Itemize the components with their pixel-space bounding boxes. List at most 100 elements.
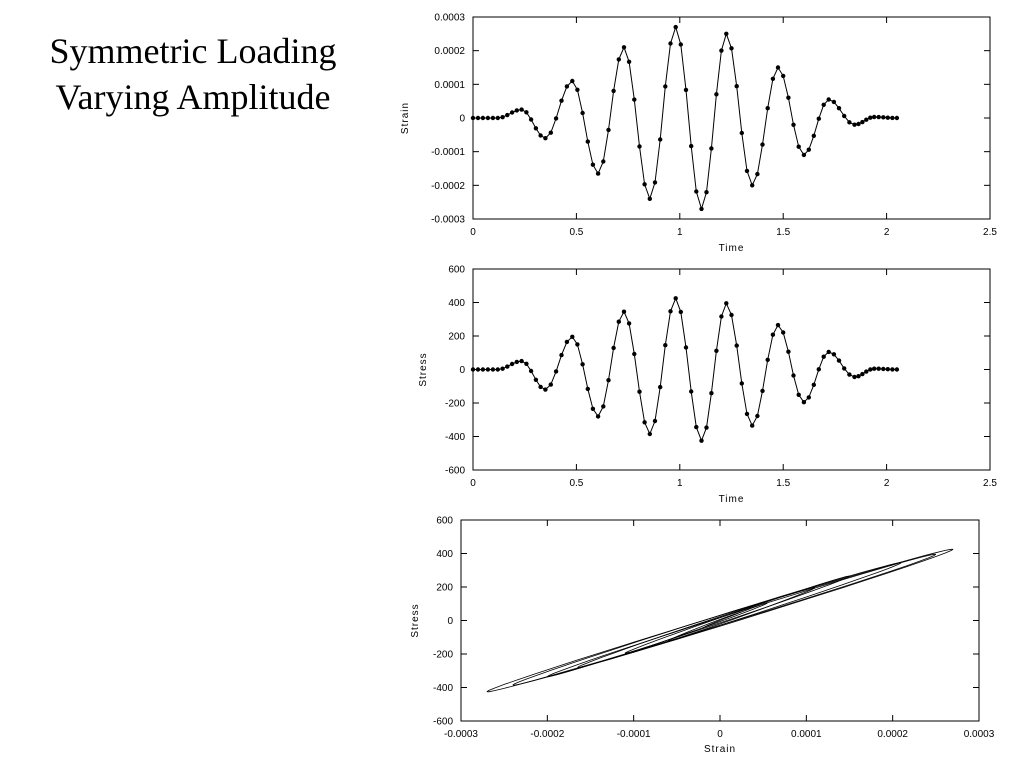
data-point <box>760 388 765 394</box>
data-point <box>570 78 575 84</box>
data-point <box>514 359 519 365</box>
data-point <box>611 88 616 94</box>
data-point <box>595 414 601 419</box>
x-tick-label: 0.0001 <box>791 729 822 740</box>
data-point <box>673 296 678 301</box>
data-point <box>559 352 564 358</box>
y-tick-label: 600 <box>448 265 465 276</box>
data-point <box>714 348 719 353</box>
y-tick-label: 400 <box>436 549 453 560</box>
data-point <box>852 122 857 127</box>
data-point <box>485 367 491 372</box>
data-point <box>652 180 658 185</box>
x-tick-label: 1.5 <box>776 227 790 238</box>
y-tick-label: 0 <box>459 114 465 125</box>
axes: -0.0003 -0.0002 -0.0001 0 0.0001 0.0002 0.0003… <box>410 516 995 756</box>
y-tick-label: 200 <box>436 583 453 594</box>
data-point <box>791 373 796 378</box>
data-point <box>524 361 529 366</box>
data-point <box>601 404 606 409</box>
data-point <box>775 65 781 70</box>
data-point <box>724 301 729 306</box>
data-point <box>621 45 627 50</box>
x-tick-label: 2.5 <box>983 478 997 489</box>
slide-title: Symmetric Loading Varying Amplitude <box>10 28 376 120</box>
data-point <box>750 183 755 188</box>
y-axis-title: Strain <box>400 102 411 134</box>
data-point <box>811 382 816 387</box>
data-point <box>821 102 826 108</box>
y-tick-label: 600 <box>436 516 453 527</box>
data-point <box>781 330 786 335</box>
axes: 0 0.5 1 1.5 2 2.5 -0.0003 -0.0002 -0.0001 0 0.0001… <box>400 13 997 255</box>
data-point <box>852 374 857 380</box>
data-point <box>739 130 744 136</box>
data-point <box>689 143 694 149</box>
data-point <box>553 116 559 121</box>
data-point <box>495 115 500 121</box>
data-point <box>801 400 807 405</box>
data-point <box>786 349 791 354</box>
data-point <box>714 92 719 97</box>
data-point <box>860 119 865 125</box>
data-point <box>894 367 900 372</box>
data-point <box>548 130 553 135</box>
data-point <box>528 117 534 122</box>
data-point <box>836 106 842 111</box>
x-axis-title: Time <box>719 494 745 505</box>
series-markers <box>470 296 900 443</box>
data-point <box>781 73 786 79</box>
data-point <box>791 122 796 128</box>
data-point <box>864 369 869 374</box>
data-point <box>881 366 886 372</box>
data-point <box>719 314 724 319</box>
data-point <box>519 107 524 112</box>
data-point <box>647 431 652 437</box>
y-tick-label: -400 <box>445 432 465 443</box>
y-tick-label: 0.0003 <box>434 13 465 24</box>
data-point <box>553 369 559 374</box>
data-point <box>750 423 755 428</box>
data-point <box>709 391 714 396</box>
data-point <box>694 189 699 194</box>
data-point <box>755 171 760 177</box>
data-point <box>842 366 847 371</box>
data-point <box>480 367 486 372</box>
data-point <box>786 95 791 100</box>
y-tick-label: -200 <box>445 399 465 410</box>
data-point <box>881 115 886 120</box>
data-point <box>856 121 861 127</box>
data-point <box>744 168 750 174</box>
y-tick-label: 0 <box>447 616 453 627</box>
data-point <box>806 147 811 152</box>
data-point <box>796 392 801 397</box>
y-tick-label: 0.0001 <box>434 80 465 91</box>
data-point <box>683 345 689 350</box>
data-point <box>632 97 637 102</box>
data-point <box>872 366 877 371</box>
data-point <box>744 411 750 417</box>
data-point <box>642 420 647 425</box>
x-tick-label: -0.0003 <box>444 729 478 740</box>
y-tick-label: 0.0002 <box>434 46 465 57</box>
x-tick-label: 2.5 <box>983 227 997 238</box>
data-point <box>678 42 683 47</box>
x-tick-label: 0 <box>717 729 723 740</box>
data-point <box>775 322 781 328</box>
data-point <box>709 146 714 151</box>
data-point <box>694 424 699 430</box>
data-point <box>606 127 611 133</box>
y-tick-label: -600 <box>445 466 465 477</box>
y-tick-label: 0 <box>459 365 465 376</box>
data-point <box>475 115 481 121</box>
data-point <box>796 144 801 149</box>
data-point <box>475 367 481 372</box>
data-point <box>831 99 837 105</box>
x-tick-label: 1 <box>677 478 683 489</box>
data-point <box>559 98 564 103</box>
data-point <box>765 357 770 362</box>
x-tick-label: 0 <box>470 478 476 489</box>
data-point <box>652 418 658 424</box>
data-point <box>876 366 881 371</box>
data-point <box>637 144 642 149</box>
